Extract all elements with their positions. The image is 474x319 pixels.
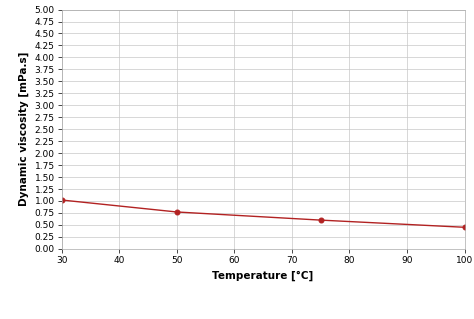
→ dynamic viscosity [mPa.s] xyxy=(318,218,323,222)
Line: → dynamic viscosity [mPa.s]: → dynamic viscosity [mPa.s] xyxy=(59,197,467,230)
X-axis label: Temperature [°C]: Temperature [°C] xyxy=(212,270,314,281)
→ dynamic viscosity [mPa.s] xyxy=(59,198,64,202)
Y-axis label: Dynamic viscosity [mPa.s]: Dynamic viscosity [mPa.s] xyxy=(19,52,29,206)
→ dynamic viscosity [mPa.s] xyxy=(462,225,467,229)
→ dynamic viscosity [mPa.s] xyxy=(174,210,180,214)
